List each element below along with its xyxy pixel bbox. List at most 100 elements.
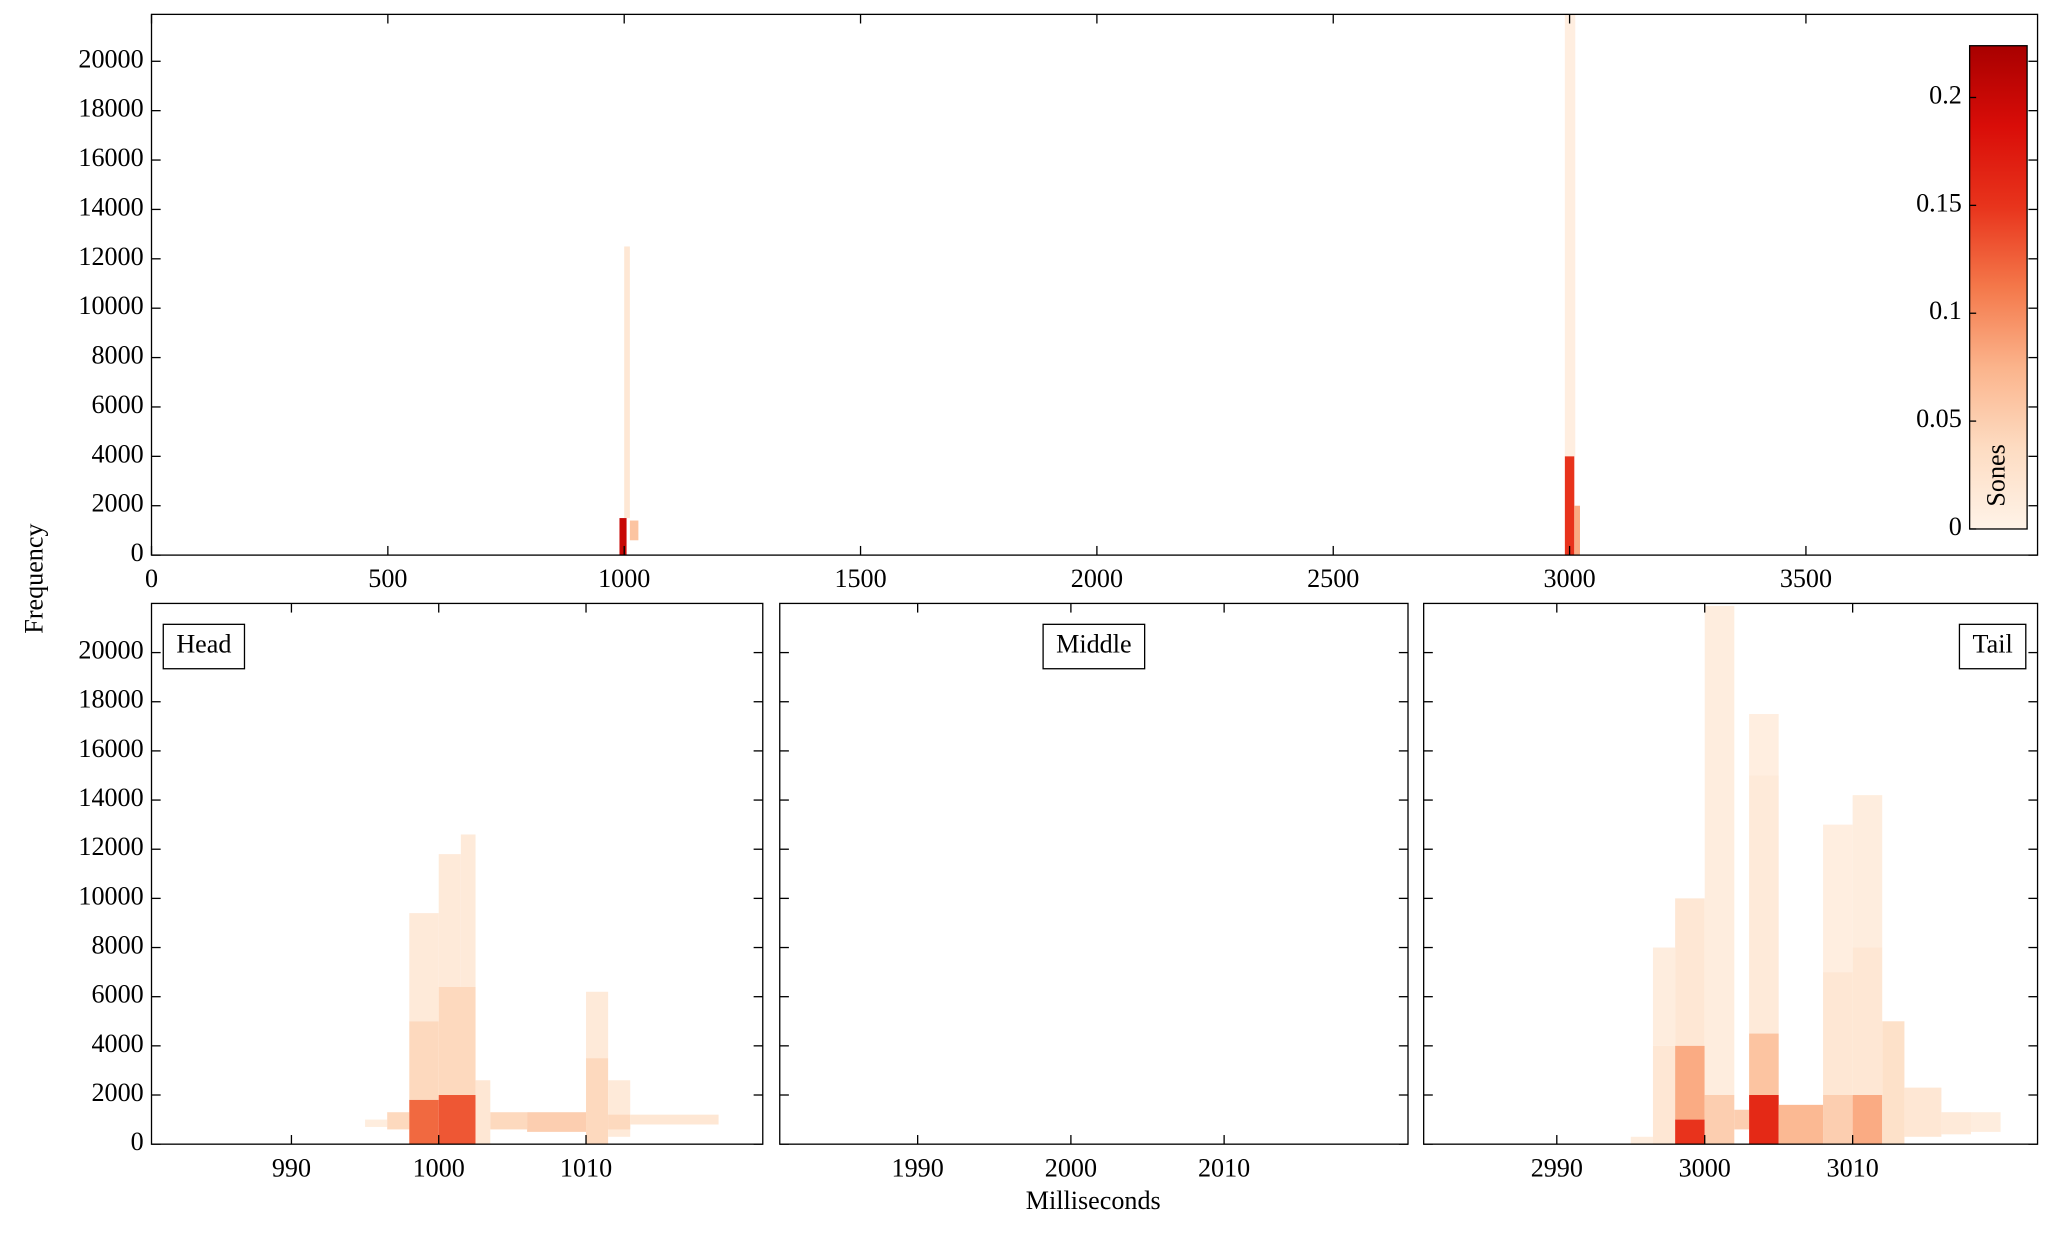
heat-cell (387, 1112, 410, 1130)
x-tick-label: 3500 (1780, 564, 1832, 593)
heat-cell (608, 1114, 631, 1130)
y-tick-label: 2000 (91, 1078, 143, 1107)
heat-cell (1852, 1095, 1883, 1145)
heat-cell (586, 1058, 609, 1145)
cells (365, 834, 719, 1145)
x-tick-label: 3000 (1679, 1153, 1731, 1182)
heat-cell (1970, 1112, 2001, 1132)
x-tick-label: 1000 (413, 1153, 465, 1182)
y-tick-label: 18000 (78, 685, 143, 714)
panel-label: Head (176, 630, 231, 659)
panel: 1990 2000 2010 Middle (779, 602, 1409, 1182)
plot-frame (779, 602, 1409, 1145)
y-tick-label: 14000 (78, 192, 143, 221)
y-tick-label: 20000 (78, 44, 143, 73)
panel: 2990 3000 3010 Tail (1423, 602, 2039, 1182)
heat-cell (1852, 795, 1883, 948)
y-tick-label: 0 (131, 1127, 144, 1156)
colorbar-tick-label: 0.05 (1916, 404, 1962, 433)
plot-frame (1423, 602, 2039, 1145)
heat-cell (409, 913, 439, 1022)
heat-cell (1564, 456, 1575, 556)
x-tick-label: 1990 (892, 1153, 944, 1182)
y-tick-label: 20000 (78, 636, 143, 665)
panel-label-box (1042, 623, 1146, 670)
heat-cell (1704, 605, 1735, 1096)
y-axis-label: Frequency (20, 524, 49, 634)
plot-frame (150, 602, 764, 1145)
heat-cell (1704, 1095, 1735, 1145)
heat-cell (475, 1080, 491, 1145)
heat-cell (490, 1112, 528, 1130)
x-tick-label: 1010 (560, 1153, 612, 1182)
heat-cell (1749, 1033, 1779, 1096)
cells (619, 14, 1580, 556)
x-tick-label: 3000 (1543, 564, 1595, 593)
y-tick-label: 2000 (91, 489, 143, 518)
heat-cell (409, 1021, 439, 1100)
heat-cell (438, 1095, 476, 1145)
x-tick-label: 2000 (1071, 564, 1123, 593)
heat-cell (438, 854, 461, 987)
y-tick-label: 14000 (78, 783, 143, 812)
x-tick-label: 990 (272, 1153, 311, 1182)
panel-label: Middle (1056, 630, 1131, 659)
heat-cell (1852, 947, 1883, 1096)
heat-cell (409, 1099, 439, 1145)
colorbar-tick-label: 0 (1949, 512, 1962, 541)
y-tick-label: 12000 (78, 832, 143, 861)
y-tick-label: 0 (131, 538, 144, 567)
y-tick-label: 10000 (78, 291, 143, 320)
heat-cell (1675, 1045, 1705, 1120)
heat-cell (460, 834, 476, 987)
heat-cell (1823, 1095, 1853, 1145)
heat-cell (1749, 775, 1779, 1034)
x-tick-label: 500 (368, 564, 407, 593)
heat-cell (1564, 14, 1576, 457)
y-tick-label: 16000 (78, 143, 143, 172)
x-tick-label: 2000 (1045, 1153, 1097, 1182)
x-tick-label: 1500 (834, 564, 886, 593)
y-tick-label: 18000 (78, 94, 143, 123)
heat-cell (1630, 1136, 1653, 1145)
heat-cell (1778, 1104, 1824, 1145)
panel-label-box (1958, 623, 2027, 670)
x-tick-label: 2500 (1307, 564, 1359, 593)
colorbar (1968, 45, 2028, 530)
heat-cell (619, 518, 627, 556)
panel: 990 1000 1010 0 2000 4000 6000 8000 10000 12000 14… (78, 602, 764, 1182)
y-tick-label: 6000 (91, 980, 143, 1009)
y-tick-label: 16000 (78, 734, 143, 763)
y-tick-label: 10000 (78, 881, 143, 910)
heat-cell (365, 1119, 388, 1127)
y-tick-label: 4000 (91, 1029, 143, 1058)
heat-cell (1882, 1021, 1905, 1145)
cells (1630, 605, 2001, 1145)
heat-cell (1652, 1045, 1676, 1145)
heat-cell (1574, 505, 1580, 556)
heat-cell (1734, 1109, 1750, 1130)
heat-cell (1823, 824, 1853, 973)
panel-label-box (162, 623, 246, 670)
heat-cell (1749, 714, 1779, 776)
x-tick-label: 2010 (1198, 1153, 1250, 1182)
heat-cell (624, 246, 630, 519)
y-tick-label: 12000 (78, 242, 143, 271)
colorbar-tick-label: 0.2 (1929, 80, 1962, 109)
x-tick-label: 3010 (1827, 1153, 1879, 1182)
heat-cell (586, 991, 609, 1059)
colorbar-tick-label: 0.15 (1916, 188, 1962, 217)
heat-cell (1749, 1095, 1779, 1145)
heat-cell (1652, 947, 1676, 1046)
y-tick-label: 4000 (91, 439, 143, 468)
heat-cell (527, 1112, 587, 1132)
heat-cell (1941, 1112, 1971, 1135)
x-tick-label: 0 (145, 564, 158, 593)
heat-cell (1904, 1087, 1942, 1137)
heat-cell (630, 1114, 719, 1125)
heat-cell (1675, 1119, 1705, 1145)
x-tick-label: 1000 (598, 564, 650, 593)
heat-cell (1675, 898, 1705, 1046)
y-tick-label: 8000 (91, 931, 143, 960)
